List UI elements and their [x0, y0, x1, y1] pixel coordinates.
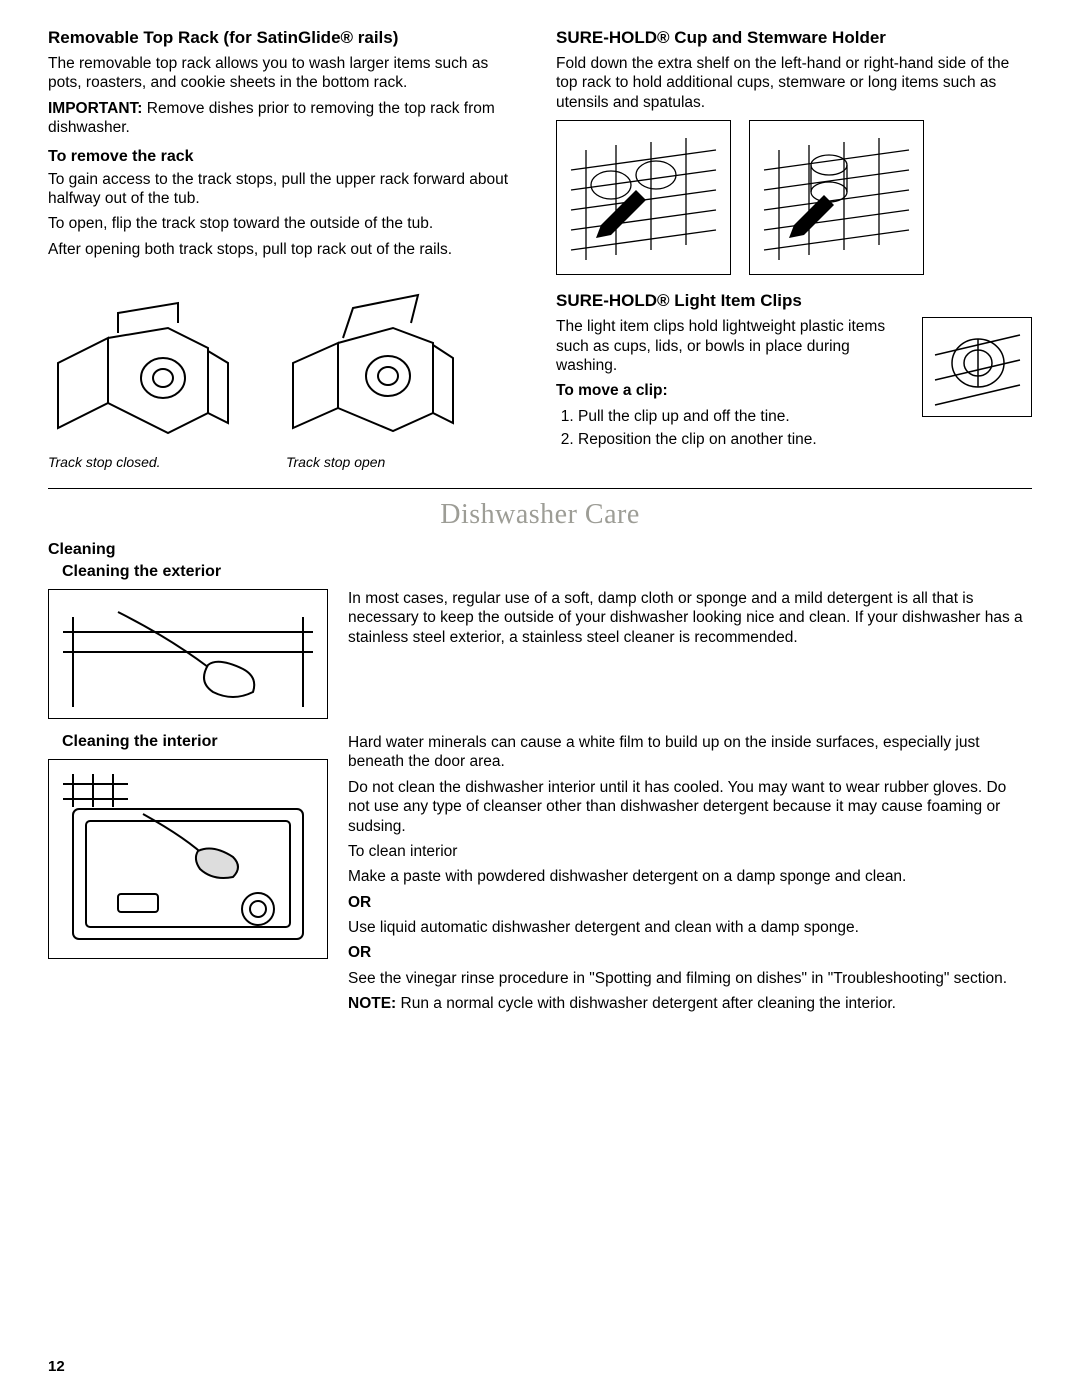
- figure-track-stops: Track stop closed. Track stop open: [48, 273, 524, 470]
- para-int-5: Use liquid automatic dishwasher detergen…: [348, 918, 1032, 937]
- para-note: NOTE: Run a normal cycle with dishwasher…: [348, 994, 1032, 1013]
- label-or-1: OR: [348, 893, 1032, 912]
- interior-block: Cleaning the interior Hard water mineral…: [48, 733, 1032, 1020]
- figure-shelf-down-left: [556, 120, 731, 275]
- heading-to-remove: To remove the rack: [48, 148, 524, 166]
- label-important: IMPORTANT:: [48, 100, 142, 117]
- left-column: Removable Top Rack (for SatinGlide® rail…: [48, 28, 524, 470]
- para-int-2: Do not clean the dishwasher interior unt…: [348, 778, 1032, 836]
- text-note-rest: Run a normal cycle with dishwasher deter…: [396, 995, 896, 1012]
- para-remove-1: To gain access to the track stops, pull …: [48, 170, 524, 209]
- para-cup-holder: Fold down the extra shelf on the left-ha…: [556, 54, 1032, 112]
- para-int-3: To clean interior: [348, 842, 1032, 861]
- exterior-block: In most cases, regular use of a soft, da…: [48, 589, 1032, 719]
- heading-removable-rack: Removable Top Rack (for SatinGlide® rail…: [48, 28, 524, 48]
- wipe-exterior-icon: [58, 597, 318, 712]
- exterior-text: In most cases, regular use of a soft, da…: [348, 589, 1032, 719]
- step-1: Pull the clip up and off the tine.: [578, 407, 908, 428]
- steps-move-clip: Pull the clip up and off the tine. Repos…: [556, 407, 908, 451]
- figure-exterior: [48, 589, 328, 719]
- clip-text-block: The light item clips hold lightweight pl…: [556, 317, 908, 452]
- heading-cup-holder: SURE-HOLD® Cup and Stemware Holder: [556, 28, 1032, 48]
- label-or-2: OR: [348, 943, 1032, 962]
- para-int-1: Hard water minerals can cause a white fi…: [348, 733, 1032, 772]
- section-divider: [48, 488, 1032, 489]
- interior-text: Hard water minerals can cause a white fi…: [348, 733, 1032, 1020]
- caption-closed: Track stop closed.: [48, 454, 286, 470]
- heading-cleaning-interior: Cleaning the interior: [48, 733, 328, 751]
- wipe-interior-icon: [58, 769, 318, 949]
- upper-columns: Removable Top Rack (for SatinGlide® rail…: [48, 28, 1032, 470]
- para-important: IMPORTANT: Remove dishes prior to removi…: [48, 99, 524, 138]
- figure-row-cupholder: [556, 120, 1032, 275]
- heading-dishwasher-care: Dishwasher Care: [48, 499, 1032, 531]
- interior-left: Cleaning the interior: [48, 733, 328, 959]
- arrow-icon-2: [789, 195, 834, 238]
- para-int-6: See the vinegar rinse procedure in "Spot…: [348, 969, 1032, 988]
- right-column: SURE-HOLD® Cup and Stemware Holder Fold …: [556, 28, 1032, 470]
- heading-cleaning: Cleaning: [48, 541, 1032, 559]
- clip-icon: [930, 325, 1025, 410]
- figure-shelf-down-right: [749, 120, 924, 275]
- figure-clip: [922, 317, 1032, 417]
- shelf-icon-2: [759, 130, 914, 265]
- track-stop-illustration: [48, 273, 488, 443]
- shelf-icon: [566, 130, 721, 265]
- heading-light-clips: SURE-HOLD® Light Item Clips: [556, 291, 1032, 311]
- figure-interior: [48, 759, 328, 959]
- para-exterior: In most cases, regular use of a soft, da…: [348, 589, 1032, 647]
- heading-cleaning-exterior: Cleaning the exterior: [48, 563, 1032, 581]
- caption-open: Track stop open: [286, 454, 524, 470]
- label-note: NOTE:: [348, 995, 396, 1012]
- para-rack-intro: The removable top rack allows you to was…: [48, 54, 524, 93]
- para-remove-2: To open, flip the track stop toward the …: [48, 214, 524, 233]
- para-clips: The light item clips hold lightweight pl…: [556, 317, 908, 375]
- para-int-4: Make a paste with powdered dishwasher de…: [348, 867, 1032, 886]
- page-number: 12: [48, 1358, 65, 1375]
- clip-section: The light item clips hold lightweight pl…: [556, 317, 1032, 452]
- caption-row: Track stop closed. Track stop open: [48, 448, 524, 470]
- step-2: Reposition the clip on another tine.: [578, 430, 908, 451]
- para-remove-3: After opening both track stops, pull top…: [48, 240, 524, 259]
- label-move-clip: To move a clip:: [556, 381, 908, 400]
